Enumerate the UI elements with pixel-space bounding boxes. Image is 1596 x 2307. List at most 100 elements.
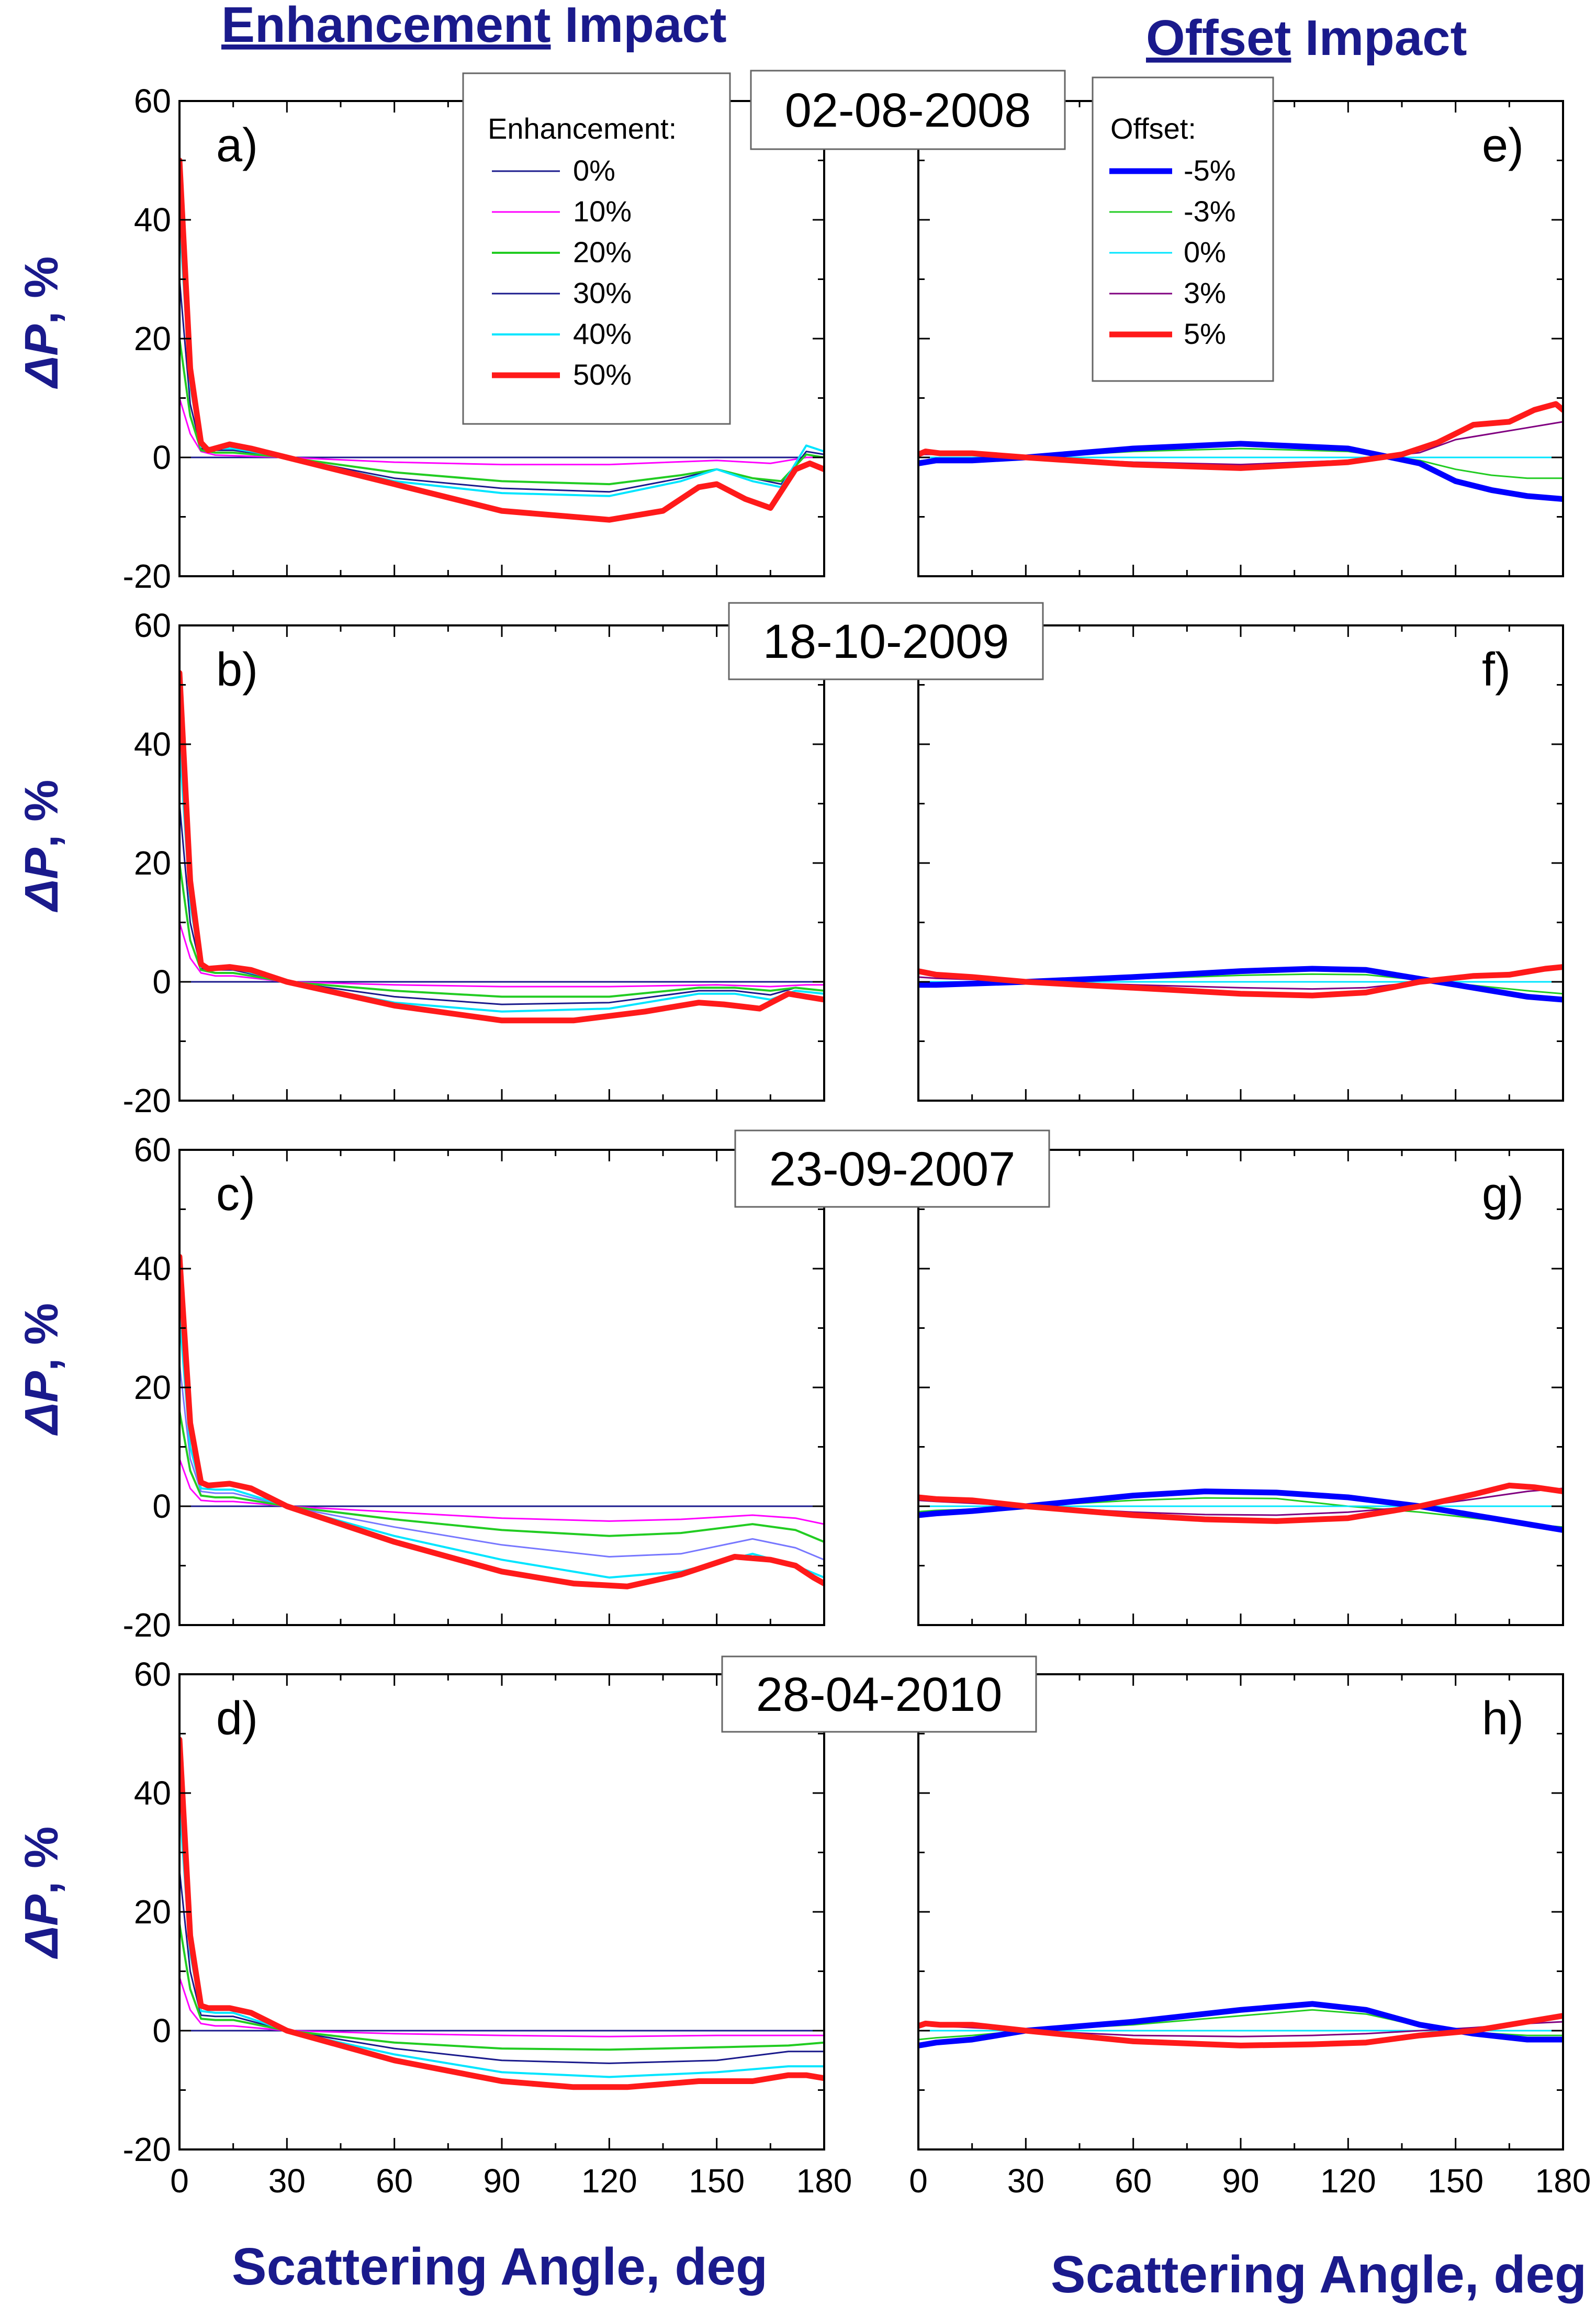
y-tick-label: 20 — [134, 320, 171, 357]
panel-label-g: g) — [1482, 1168, 1524, 1220]
series-line-c-20pct — [179, 1410, 824, 1543]
legend-title: Enhancement: — [488, 112, 677, 145]
plot-frame — [178, 1673, 825, 2151]
y-tick-label: -20 — [123, 557, 172, 595]
series-line-b-50pct — [179, 670, 824, 1024]
date-label: 18-10-2009 — [763, 615, 1009, 668]
x-tick-label: 150 — [1428, 2162, 1483, 2200]
y-tick-label: 60 — [134, 82, 171, 120]
y-tick-label: 0 — [152, 1487, 171, 1525]
panel-c: -20 0 20 40 60 c) — [123, 1131, 825, 1644]
x-tick-label: 120 — [1320, 2162, 1376, 2200]
date-label: 23-09-2007 — [769, 1143, 1016, 1196]
legend-item-label: 30% — [573, 276, 632, 309]
date-box-4: 28-04-2010 — [721, 1655, 1037, 1733]
date-box-3: 23-09-2007 — [734, 1129, 1050, 1208]
series-line-g--5pct — [918, 1488, 1563, 1533]
ylabel-row-3: ΔP, % — [16, 1303, 68, 1436]
ylabel-row-1: ΔP, % — [16, 256, 68, 389]
x-tick-label: 90 — [483, 2162, 520, 2200]
legend-item-label: -5% — [1184, 154, 1236, 187]
series-line-d-20pct — [179, 1922, 824, 2051]
series-line-b-30pct — [179, 803, 824, 1005]
left-column-title: Enhancement Impact — [221, 0, 727, 53]
panel-label-a: a) — [216, 119, 258, 172]
series-line-f--5pct — [918, 966, 1563, 1003]
y-tick-label: 40 — [134, 201, 171, 239]
legend-title: Offset: — [1110, 112, 1196, 145]
series-line-d-10pct — [179, 1976, 824, 2037]
y-tick-label: 60 — [134, 1131, 171, 1169]
plot-frame — [178, 624, 825, 1102]
legend-item-label: -3% — [1184, 195, 1236, 228]
series-line-g-5pct — [918, 1482, 1563, 1524]
x-tick-label: 150 — [689, 2162, 745, 2200]
series-line-b-20pct — [179, 862, 824, 998]
y-tick-label: 0 — [152, 963, 171, 1001]
legend-item-label: 3% — [1184, 276, 1226, 309]
panel-label-c: c) — [216, 1168, 255, 1220]
y-tick-label: 0 — [152, 2012, 171, 2050]
right-column-title: Offset Impact — [1146, 10, 1467, 66]
x-tick-label: 180 — [1535, 2162, 1591, 2200]
series-line-c-30pct — [179, 1363, 824, 1561]
x-tick-label: 60 — [1115, 2162, 1152, 2200]
legend-item-label: 50% — [573, 358, 632, 391]
series-line-h-5pct — [918, 2013, 1563, 2048]
x-tick-label: 90 — [1222, 2162, 1259, 2200]
panel-h: 0 30 60 90 120 150 180 h) — [909, 1673, 1591, 2200]
panel-e: e) — [917, 100, 1564, 577]
y-tick-label: 20 — [134, 1893, 171, 1931]
legend-offset: Offset: -5% -3% 0% 3% 5% — [1092, 76, 1274, 382]
legend-item-label: 40% — [573, 317, 632, 350]
date-box-1: 02-08-2008 — [750, 70, 1066, 150]
panel-f: f) — [917, 624, 1564, 1102]
xlabel-left: Scattering Angle, deg — [232, 2237, 768, 2296]
series-line-d-30pct — [179, 1869, 824, 2064]
panel-label-b: b) — [216, 644, 258, 696]
x-tick-label: 0 — [909, 2162, 928, 2200]
series-line-b-40pct — [179, 743, 824, 1013]
plot-frame — [917, 624, 1564, 1102]
legend-item-label: 0% — [573, 154, 615, 187]
y-tick-label: 20 — [134, 1369, 171, 1406]
legend-item-label: 0% — [1184, 236, 1226, 268]
series-line-a-50pct — [179, 158, 824, 523]
panel-g: g) — [917, 1149, 1564, 1626]
y-tick-label: -20 — [123, 2131, 172, 2168]
y-tick-label: 0 — [152, 439, 171, 476]
panel-label-d: d) — [216, 1693, 258, 1745]
panel-label-h: h) — [1482, 1693, 1524, 1745]
y-tick-label: 40 — [134, 1774, 171, 1812]
date-label: 02-08-2008 — [785, 84, 1031, 137]
series-line-f-5pct — [918, 964, 1563, 999]
xlabel-right: Scattering Angle, deg — [1051, 2245, 1587, 2304]
x-tick-label: 120 — [581, 2162, 637, 2200]
y-tick-label: 40 — [134, 1250, 171, 1287]
x-tick-label: 60 — [376, 2162, 413, 2200]
panel-b: -20 0 20 40 60 b) — [123, 607, 825, 1119]
ylabel-row-2: ΔP, % — [16, 780, 68, 913]
panel-label-f: f) — [1482, 644, 1511, 696]
series-line-d-50pct — [179, 1737, 824, 2090]
y-tick-label: 20 — [134, 844, 171, 882]
series-line-c-10pct — [179, 1458, 824, 1525]
y-tick-label: 60 — [134, 1655, 171, 1693]
ylabel-row-4: ΔP, % — [16, 1827, 68, 1959]
plot-frame — [917, 1673, 1564, 2151]
series-line-e--3pct — [918, 447, 1563, 479]
legend-item-label: 10% — [573, 195, 632, 228]
series-line-e--5pct — [918, 441, 1563, 502]
series-line-c-40pct — [179, 1315, 824, 1579]
series-line-c-50pct — [179, 1253, 824, 1589]
x-tick-label: 30 — [268, 2162, 306, 2200]
date-box-2: 18-10-2009 — [728, 602, 1044, 680]
plot-frame — [178, 1149, 825, 1626]
x-tick-label: 0 — [170, 2162, 189, 2200]
plot-frame — [917, 1149, 1564, 1626]
series-line-a-10pct — [179, 397, 824, 466]
legend-item-label: 20% — [573, 236, 632, 268]
